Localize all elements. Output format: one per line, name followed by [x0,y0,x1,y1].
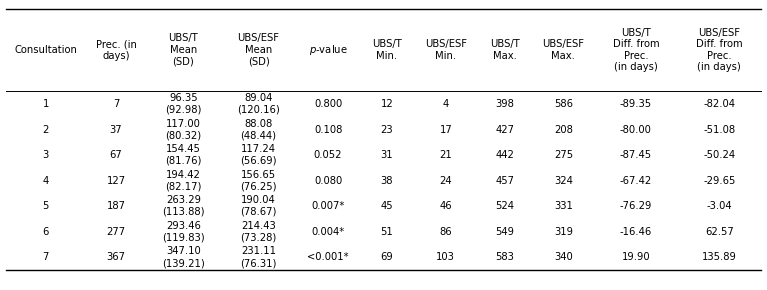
Text: 208: 208 [554,125,573,135]
Text: 62.57: 62.57 [705,227,733,237]
Text: 277: 277 [107,227,126,237]
Text: 4: 4 [443,99,449,109]
Text: 19.90: 19.90 [621,252,650,262]
Text: -50.24: -50.24 [703,150,736,160]
Text: 156.65
(76.25): 156.65 (76.25) [240,170,277,191]
Text: -82.04: -82.04 [703,99,736,109]
Text: 7: 7 [42,252,49,262]
Text: 103: 103 [436,252,455,262]
Text: 398: 398 [495,99,514,109]
Text: -87.45: -87.45 [620,150,652,160]
Text: 319: 319 [554,227,573,237]
Text: 69: 69 [380,252,393,262]
Text: 37: 37 [110,125,123,135]
Text: 89.04
(120.16): 89.04 (120.16) [237,93,280,115]
Text: UBS/T
Min.: UBS/T Min. [372,39,402,61]
Text: 17: 17 [439,125,452,135]
Text: -16.46: -16.46 [620,227,652,237]
Text: 51: 51 [380,227,393,237]
Text: 46: 46 [439,201,452,211]
Text: 2: 2 [42,125,49,135]
Text: 45: 45 [380,201,393,211]
Text: 12: 12 [380,99,393,109]
Text: Prec. (in
days): Prec. (in days) [96,39,137,61]
Text: $p$-value: $p$-value [309,43,347,57]
Text: -3.04: -3.04 [706,201,732,211]
Text: 187: 187 [107,201,126,211]
Text: UBS/ESF
Diff. from
Prec.
(in days): UBS/ESF Diff. from Prec. (in days) [696,28,742,72]
Text: UBS/ESF
Min.: UBS/ESF Min. [425,39,467,61]
Text: 0.108: 0.108 [314,125,342,135]
Text: 21: 21 [439,150,452,160]
Text: 549: 549 [495,227,514,237]
Text: UBS/ESF
Mean
(SD): UBS/ESF Mean (SD) [238,33,279,67]
Text: -76.29: -76.29 [620,201,652,211]
Text: <0.001*: <0.001* [308,252,349,262]
Text: -80.00: -80.00 [620,125,652,135]
Text: 4: 4 [42,176,49,186]
Text: UBS/T
Mean
(SD): UBS/T Mean (SD) [169,33,199,67]
Text: 154.45
(81.76): 154.45 (81.76) [165,144,202,166]
Text: -67.42: -67.42 [620,176,652,186]
Text: 524: 524 [495,201,514,211]
Text: 0.800: 0.800 [314,99,342,109]
Text: 38: 38 [380,176,393,186]
Text: 7: 7 [113,99,119,109]
Text: 23: 23 [380,125,393,135]
Text: 24: 24 [439,176,452,186]
Text: 586: 586 [554,99,573,109]
Text: UBS/T
Max.: UBS/T Max. [489,39,519,61]
Text: 6: 6 [42,227,49,237]
Text: 86: 86 [439,227,452,237]
Text: -89.35: -89.35 [620,99,652,109]
Text: 3: 3 [42,150,49,160]
Text: 427: 427 [495,125,514,135]
Text: 96.35
(92.98): 96.35 (92.98) [165,93,202,115]
Text: 263.29
(113.88): 263.29 (113.88) [162,195,205,217]
Text: 293.46
(119.83): 293.46 (119.83) [162,221,205,242]
Text: 0.080: 0.080 [314,176,342,186]
Text: 1: 1 [42,99,49,109]
Text: 324: 324 [554,176,573,186]
Text: 117.24
(56.69): 117.24 (56.69) [240,144,277,166]
Text: 127: 127 [107,176,126,186]
Text: -51.08: -51.08 [703,125,736,135]
Text: 331: 331 [554,201,573,211]
Text: 367: 367 [107,252,126,262]
Text: -29.65: -29.65 [703,176,736,186]
Text: 0.052: 0.052 [314,150,342,160]
Text: 67: 67 [110,150,123,160]
Text: 583: 583 [495,252,514,262]
Text: 194.42
(82.17): 194.42 (82.17) [165,170,202,191]
Text: 0.007*: 0.007* [311,201,345,211]
Text: 190.04
(78.67): 190.04 (78.67) [240,195,277,217]
Text: 31: 31 [380,150,393,160]
Text: 0.004*: 0.004* [311,227,344,237]
Text: 442: 442 [495,150,514,160]
Text: 340: 340 [554,252,573,262]
Text: 5: 5 [42,201,49,211]
Text: 214.43
(73.28): 214.43 (73.28) [240,221,277,242]
Text: 347.10
(139.21): 347.10 (139.21) [162,246,205,268]
Text: 135.89: 135.89 [702,252,736,262]
Text: 275: 275 [554,150,573,160]
Text: UBS/T
Diff. from
Prec.
(in days): UBS/T Diff. from Prec. (in days) [613,28,660,72]
Text: 117.00
(80.32): 117.00 (80.32) [166,119,202,140]
Text: Consultation: Consultation [15,45,77,55]
Text: UBS/ESF
Max.: UBS/ESF Max. [542,39,584,61]
Text: 88.08
(48.44): 88.08 (48.44) [241,119,277,140]
Text: 457: 457 [495,176,514,186]
Text: 231.11
(76.31): 231.11 (76.31) [240,246,277,268]
